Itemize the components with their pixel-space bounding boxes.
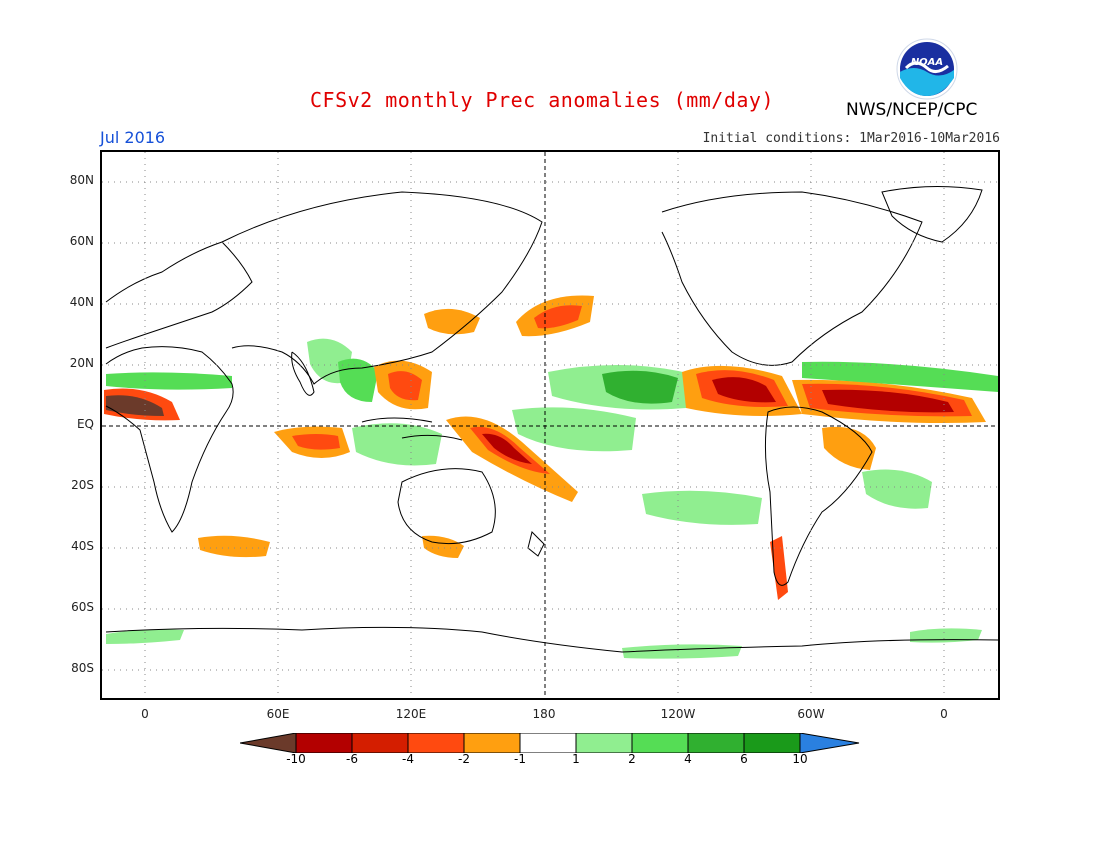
anomaly-wet-cpacific-core — [602, 370, 678, 404]
initial-conditions-label: Initial conditions: 1Mar2016-10Mar2016 — [702, 131, 1000, 146]
lon-label-60e: 60E — [266, 707, 290, 721]
anomaly-dry-south-indian — [198, 535, 270, 558]
agency-label: NWS/NCEP/CPC — [846, 100, 978, 120]
chart-title: CFSv2 monthly Prec anomalies (mm/day) — [309, 88, 775, 112]
lon-label-120e: 120E — [395, 707, 427, 721]
coast-north-america — [661, 191, 923, 366]
anomaly-dry-indian-core — [292, 434, 340, 450]
colorbar-seg-4 — [463, 733, 521, 753]
anomaly-wet-antarctic-w — [106, 629, 184, 644]
coast-south-america — [764, 406, 873, 586]
lon-label-120w: 120W — [660, 707, 696, 721]
colorbar-label-6: 1 — [572, 752, 580, 766]
gridlines — [102, 152, 998, 698]
map-frame — [100, 150, 1000, 700]
coast-nz — [527, 531, 545, 557]
anomaly-shading — [104, 295, 998, 659]
anomaly-wet-antarctic-e — [910, 628, 982, 643]
anomaly-dry-japan — [424, 308, 480, 335]
coastlines — [105, 185, 999, 653]
anomaly-wet-spacific — [642, 490, 762, 525]
coast-asia — [221, 191, 543, 385]
valid-month-label: Jul 2016 — [100, 128, 166, 147]
anomaly-dry-brazil — [822, 426, 876, 470]
colorbar-seg-7 — [631, 733, 689, 753]
lat-label-80s: 80S — [71, 661, 94, 675]
colorbar-seg-2 — [351, 733, 409, 753]
colorbar-label-9: 6 — [740, 752, 748, 766]
anomaly-dry-guinea-core — [106, 395, 164, 416]
coast-indonesia — [361, 417, 463, 441]
coast-india — [291, 351, 315, 396]
colorbar-label-4: -2 — [458, 752, 470, 766]
colorbar-label-8: 4 — [684, 752, 692, 766]
noaa-logo: NOAA — [896, 38, 958, 100]
colorbar-label-2: -6 — [346, 752, 358, 766]
colorbar-seg-9 — [743, 733, 801, 753]
lon-label-60w: 60W — [797, 707, 825, 721]
colorbar — [240, 733, 860, 753]
anomaly-wet-bay — [338, 358, 378, 402]
colorbar-label-10: 10 — [792, 752, 808, 766]
lat-label-40s: 40S — [71, 539, 94, 553]
anomaly-dry-south-aus — [422, 535, 464, 558]
anomaly-dry-epacific-core — [712, 377, 776, 403]
lon-label-0-west: 0 — [141, 707, 149, 721]
lon-label-0-east: 0 — [940, 707, 948, 721]
coast-australia — [397, 468, 496, 545]
coast-africa — [105, 346, 234, 533]
anomaly-dry-atlantic-core — [822, 389, 954, 413]
map-plot — [102, 152, 999, 698]
lat-label-40n: 40N — [69, 295, 94, 309]
lat-label-60s: 60S — [71, 600, 94, 614]
anomaly-wet-eq-pacific — [512, 407, 636, 452]
anomaly-dry-npacific-core — [534, 305, 582, 329]
anomaly-wet-maritime — [352, 423, 442, 466]
coast-europe — [105, 241, 253, 349]
colorbar-seg-5 — [519, 733, 577, 753]
colorbar-seg-10 — [799, 733, 860, 753]
anomaly-dry-scs-core — [388, 371, 422, 401]
anomaly-wet-sahel — [106, 372, 232, 390]
coast-greenland — [881, 185, 983, 243]
anomaly-wet-satlantic — [862, 469, 932, 509]
colorbar-seg-8 — [687, 733, 745, 753]
colorbar-label-3: -4 — [402, 752, 414, 766]
coast-antarctica — [105, 626, 999, 653]
colorbar-seg-6 — [575, 733, 633, 753]
anomaly-dry-spcz-inner — [482, 433, 532, 464]
lat-label-80n: 80N — [69, 173, 94, 187]
noaa-logo-text: NOAA — [911, 57, 943, 68]
lon-label-180: 180 — [532, 707, 556, 721]
colorbar-label-1: -10 — [286, 752, 306, 766]
colorbar-seg-3 — [407, 733, 465, 753]
colorbar-seg-0 — [240, 733, 297, 753]
colorbar-label-7: 2 — [628, 752, 636, 766]
lat-label-20n: 20N — [69, 356, 94, 370]
colorbar-label-5: -1 — [514, 752, 526, 766]
colorbar-seg-1 — [295, 733, 353, 753]
anomaly-dry-chile — [770, 536, 788, 600]
lat-label-eq: EQ — [76, 417, 94, 431]
lat-label-60n: 60N — [69, 234, 94, 248]
lat-label-20s: 20S — [71, 478, 94, 492]
anomaly-wet-tatlantic — [802, 361, 998, 392]
